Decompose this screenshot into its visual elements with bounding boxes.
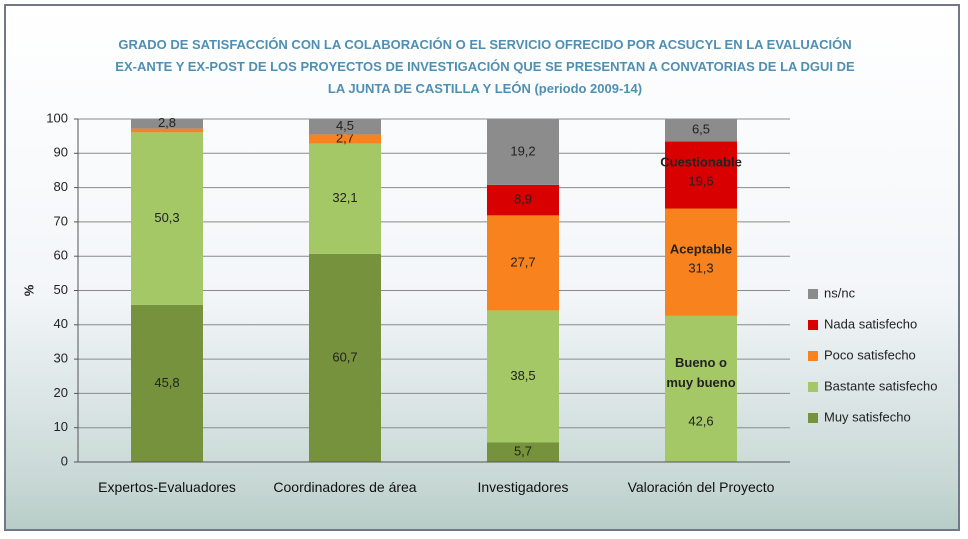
data-label: 8,9 bbox=[514, 192, 532, 207]
bar-segment bbox=[487, 215, 559, 311]
bar-segment bbox=[665, 315, 737, 462]
bar-segment bbox=[665, 119, 737, 142]
bar-segment bbox=[487, 184, 559, 216]
y-axis-label: % bbox=[21, 284, 36, 296]
bar-segment bbox=[309, 134, 381, 144]
y-tick-label: 10 bbox=[54, 419, 68, 434]
y-tick-label: 40 bbox=[54, 316, 68, 331]
bar-segment bbox=[309, 119, 381, 135]
legend-swatch bbox=[808, 413, 818, 423]
bar-segment bbox=[487, 310, 559, 443]
bar-segment bbox=[665, 141, 737, 209]
y-tick-label: 90 bbox=[54, 145, 68, 160]
bar-segment bbox=[487, 442, 559, 462]
data-label: 5,7 bbox=[514, 444, 532, 459]
y-tick-label: 0 bbox=[61, 453, 68, 468]
data-label: 6,5 bbox=[692, 122, 710, 137]
legend-swatch bbox=[808, 320, 818, 330]
data-label: 38,5 bbox=[510, 368, 535, 383]
x-tick-label: Expertos-Evaluadores bbox=[98, 479, 236, 495]
legend-swatch bbox=[808, 351, 818, 361]
legend-swatch bbox=[808, 289, 818, 299]
bar-segment bbox=[131, 132, 203, 305]
annotation: Aceptable bbox=[670, 242, 732, 257]
y-tick-label: 20 bbox=[54, 385, 68, 400]
data-label: 2,8 bbox=[158, 115, 176, 130]
data-label: 60,7 bbox=[332, 349, 357, 364]
chart-title: GRADO DE SATISFACCIÓN CON LA COLABORACIÓ… bbox=[115, 37, 855, 96]
y-tick-label: 30 bbox=[54, 351, 68, 366]
annotation: Bueno o muy bueno bbox=[666, 355, 735, 390]
legend-swatch bbox=[808, 382, 818, 392]
y-tick-label: 80 bbox=[54, 179, 68, 194]
bar-segment bbox=[309, 143, 381, 254]
bar-segment bbox=[131, 119, 203, 129]
x-tick-label: Valoración del Proyecto bbox=[627, 479, 775, 495]
x-tick-label: Investigadores bbox=[477, 479, 569, 495]
annotation: Cuestionable bbox=[660, 154, 742, 169]
legend-label: Poco satisfecho bbox=[824, 347, 916, 362]
data-label: 42,6 bbox=[688, 413, 713, 428]
bar-segment bbox=[487, 119, 559, 185]
x-tick-label: Coordinadores de área bbox=[273, 479, 417, 495]
bar-segment bbox=[131, 128, 203, 133]
bar-segment bbox=[309, 253, 381, 462]
data-label: 27,7 bbox=[510, 254, 535, 269]
data-label: 32,1 bbox=[332, 190, 357, 205]
data-label: 50,3 bbox=[154, 210, 179, 225]
legend-label: Muy satisfecho bbox=[824, 409, 911, 424]
y-tick-label: 70 bbox=[54, 213, 68, 228]
data-label: 45,8 bbox=[154, 375, 179, 390]
y-tick-label: 100 bbox=[46, 110, 68, 125]
legend-label: ns/nc bbox=[824, 285, 856, 300]
data-label: 4,5 bbox=[336, 118, 354, 133]
data-label: 19,6 bbox=[688, 173, 713, 188]
legend-label: Bastante satisfecho bbox=[824, 378, 937, 393]
data-label: 31,3 bbox=[688, 261, 713, 276]
bar-segment bbox=[131, 304, 203, 462]
data-label: 19,2 bbox=[510, 143, 535, 158]
legend-label: Nada satisfecho bbox=[824, 316, 917, 331]
y-tick-label: 50 bbox=[54, 282, 68, 297]
bar-segment bbox=[665, 208, 737, 316]
y-tick-label: 60 bbox=[54, 248, 68, 263]
